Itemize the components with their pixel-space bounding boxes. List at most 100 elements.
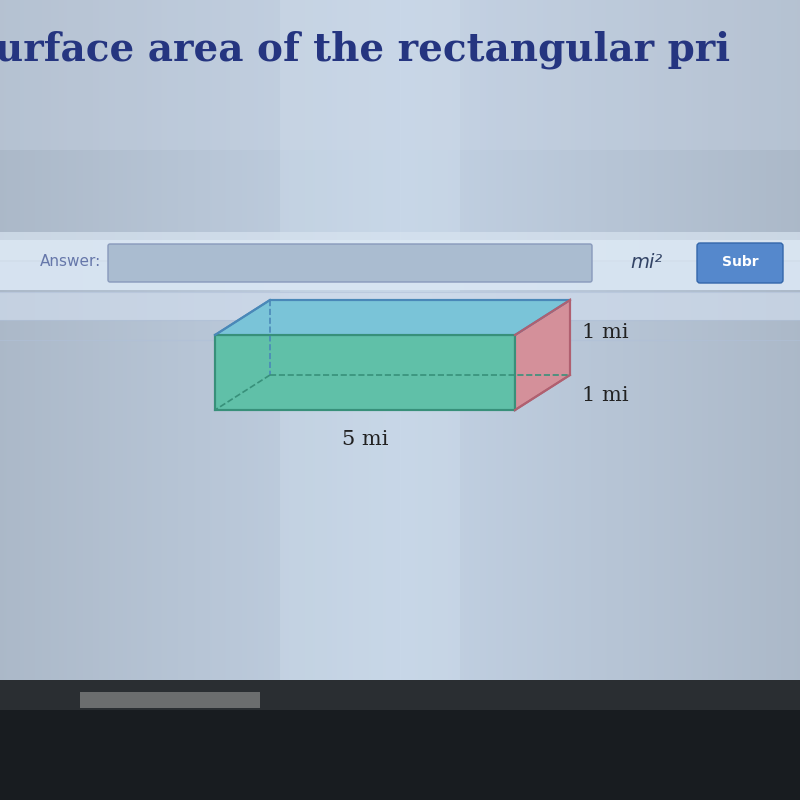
Bar bbox=[274, 0, 275, 800]
Bar bbox=[92, 0, 93, 800]
Bar bbox=[579, 0, 580, 800]
Bar bbox=[700, 0, 701, 800]
Bar bbox=[714, 0, 715, 800]
Bar bbox=[790, 0, 791, 800]
Bar bbox=[758, 0, 759, 800]
Bar bbox=[357, 0, 358, 800]
Bar bbox=[491, 0, 492, 800]
Bar bbox=[156, 0, 157, 800]
Bar bbox=[536, 0, 537, 800]
Bar bbox=[713, 0, 714, 800]
Bar bbox=[391, 0, 392, 800]
Bar bbox=[397, 0, 398, 800]
Bar bbox=[490, 0, 491, 800]
Bar bbox=[766, 0, 767, 800]
Bar bbox=[256, 0, 257, 800]
Bar bbox=[715, 0, 716, 800]
Bar bbox=[413, 0, 414, 800]
Bar bbox=[547, 0, 548, 800]
FancyBboxPatch shape bbox=[108, 244, 592, 282]
Bar bbox=[637, 0, 638, 800]
Bar bbox=[8, 0, 9, 800]
Bar bbox=[411, 0, 412, 800]
Bar bbox=[789, 0, 790, 800]
Bar bbox=[443, 0, 444, 800]
Bar bbox=[301, 0, 302, 800]
Bar bbox=[753, 0, 754, 800]
Bar bbox=[578, 0, 579, 800]
Bar bbox=[228, 0, 229, 800]
Bar bbox=[794, 0, 795, 800]
Bar bbox=[619, 0, 620, 800]
Bar bbox=[748, 0, 749, 800]
Bar bbox=[595, 0, 596, 800]
Bar bbox=[421, 0, 422, 800]
Bar bbox=[430, 0, 431, 800]
Bar bbox=[0, 0, 1, 800]
Bar bbox=[251, 0, 252, 800]
Bar bbox=[4, 0, 5, 800]
Bar bbox=[359, 0, 360, 800]
Bar bbox=[318, 0, 319, 800]
Bar bbox=[623, 0, 624, 800]
Bar bbox=[317, 0, 318, 800]
Bar bbox=[87, 0, 88, 800]
Text: 5 mi: 5 mi bbox=[342, 430, 388, 449]
Bar bbox=[95, 0, 96, 800]
Bar bbox=[718, 0, 719, 800]
Bar bbox=[231, 0, 232, 800]
Bar bbox=[756, 0, 757, 800]
Bar bbox=[62, 0, 63, 800]
Bar bbox=[224, 0, 225, 800]
Bar bbox=[232, 0, 233, 800]
Bar bbox=[219, 0, 220, 800]
Bar bbox=[277, 0, 278, 800]
Bar bbox=[444, 0, 445, 800]
Bar bbox=[613, 0, 614, 800]
Bar bbox=[288, 0, 289, 800]
Bar bbox=[502, 0, 503, 800]
Bar bbox=[34, 0, 35, 800]
Bar bbox=[627, 0, 628, 800]
Bar bbox=[528, 0, 529, 800]
Bar bbox=[174, 0, 175, 800]
Bar bbox=[155, 0, 156, 800]
Bar bbox=[586, 0, 587, 800]
Bar bbox=[400, 0, 401, 800]
Bar bbox=[0, 232, 800, 260]
Bar bbox=[657, 0, 658, 800]
Bar bbox=[409, 0, 410, 800]
Bar bbox=[326, 0, 327, 800]
Bar bbox=[581, 0, 582, 800]
Bar bbox=[81, 0, 82, 800]
Bar bbox=[551, 0, 552, 800]
Text: urface area of the rectangular pri: urface area of the rectangular pri bbox=[0, 30, 730, 70]
Bar bbox=[114, 0, 115, 800]
Bar bbox=[788, 0, 789, 800]
Bar bbox=[677, 0, 678, 800]
Bar bbox=[717, 0, 718, 800]
Bar bbox=[425, 0, 426, 800]
Bar bbox=[385, 0, 386, 800]
Bar bbox=[552, 0, 553, 800]
Bar bbox=[243, 0, 244, 800]
Bar bbox=[115, 0, 116, 800]
Bar bbox=[496, 0, 497, 800]
Bar bbox=[562, 0, 563, 800]
Bar bbox=[777, 0, 778, 800]
Bar bbox=[172, 0, 173, 800]
Bar bbox=[236, 0, 237, 800]
Bar bbox=[590, 0, 591, 800]
Bar bbox=[38, 0, 39, 800]
Bar bbox=[653, 0, 654, 800]
Bar bbox=[594, 0, 595, 800]
Bar bbox=[560, 0, 561, 800]
Bar bbox=[70, 0, 71, 800]
Bar bbox=[667, 0, 668, 800]
Bar bbox=[336, 0, 337, 800]
Bar bbox=[689, 0, 690, 800]
Bar bbox=[739, 0, 740, 800]
Bar bbox=[740, 0, 741, 800]
Bar bbox=[47, 0, 48, 800]
Bar bbox=[724, 0, 725, 800]
